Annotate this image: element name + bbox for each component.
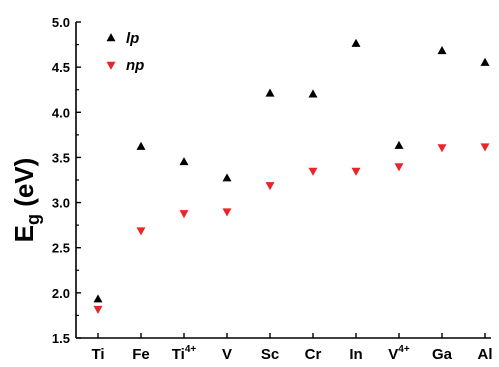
y-tick-label: 2.5 [52,241,70,256]
data-point-np [351,167,361,176]
x-tick-label: Ti [91,346,104,363]
data-point-lp [437,46,447,55]
y-axis-label: Eg (eV) [9,158,43,243]
legend-label-lp: lp [126,30,139,47]
x-ticks: Ti Fe Ti4+ V Sc Cr In V4+ Ga Al [91,333,493,363]
x-tick-label: Al [478,346,493,363]
y-tick-label: 5.0 [52,15,70,30]
data-point-np [265,182,275,191]
data-point-lp [480,57,490,66]
data-point-np [136,227,146,236]
x-tick-label: V4+ [388,344,410,363]
y-tick-label: 1.5 [52,331,70,346]
data-point-np [93,305,103,314]
legend-marker-lp [106,33,116,42]
x-tick-label: Cr [305,346,322,363]
data-point-lp [351,38,361,47]
data-point-lp [222,173,232,182]
data-point-lp [394,140,404,149]
legend: lp np [106,30,144,74]
x-tick-label: V [222,346,232,363]
data-point-np [437,144,447,153]
data-point-lp [136,141,146,150]
data-point-np [179,210,189,219]
x-tick-label: Ti4+ [172,344,197,363]
y-tick-label: 3.0 [52,196,70,211]
data-point-lp [179,157,189,166]
y-tick-label: 3.5 [52,150,70,165]
x-tick-label: Ga [432,346,453,363]
data-point-lp [93,294,103,303]
x-tick-label: In [349,346,362,363]
data-point-np [480,143,490,152]
data-point-np [394,163,404,172]
y-tick-label: 4.0 [52,105,70,120]
y-tick-label: 2.0 [52,286,70,301]
data-points [93,38,490,314]
legend-marker-np [106,61,116,70]
data-point-lp [265,88,275,97]
legend-label-np: np [126,57,144,74]
x-tick-label: Sc [261,346,279,363]
y-tick-label: 4.5 [52,60,70,75]
y-axis-title: Eg (eV) [9,158,43,243]
x-tick-label: Fe [132,346,150,363]
data-point-lp [308,89,318,98]
y-ticks: 1.5 2.0 2.5 3.0 3.5 4.0 4.5 5.0 [52,15,81,346]
data-point-np [222,208,232,217]
data-point-np [308,167,318,176]
